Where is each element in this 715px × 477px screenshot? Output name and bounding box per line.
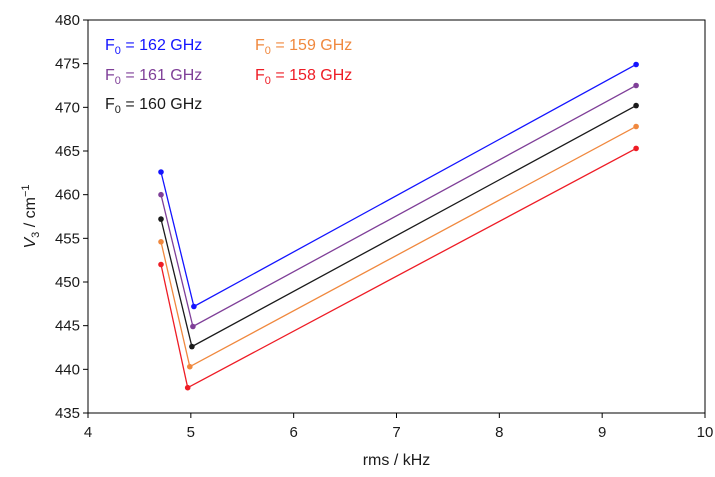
series-line xyxy=(160,147,637,389)
data-point xyxy=(633,145,639,152)
data-point xyxy=(190,323,196,330)
legend-entry-3: F0 = 159 GHz xyxy=(255,37,352,57)
legend-entry-1: F0 = 161 GHz xyxy=(105,67,202,87)
data-point xyxy=(633,123,639,130)
x-axis-label: rms / kHz xyxy=(363,452,431,469)
legend-entry-2: F0 = 160 GHz xyxy=(105,96,202,116)
x-tick-label: 6 xyxy=(289,424,297,441)
data-point xyxy=(158,239,164,245)
x-tick-label: 9 xyxy=(598,424,606,441)
y-tick-label: 445 xyxy=(55,318,80,335)
data-point xyxy=(633,102,639,109)
data-point xyxy=(633,61,639,68)
x-tick-label: 5 xyxy=(187,424,195,441)
y-tick-label: 475 xyxy=(55,56,80,73)
x-tick-label: 4 xyxy=(84,424,92,441)
data-point xyxy=(187,363,193,370)
data-point xyxy=(158,169,164,175)
y-tick-label: 470 xyxy=(55,99,80,116)
data-point xyxy=(158,191,164,198)
series-4 xyxy=(158,145,639,391)
data-point xyxy=(158,261,164,268)
y-axis-label: V3 / cm−1 xyxy=(20,184,42,248)
x-tick-label: 8 xyxy=(495,424,503,441)
legend-entry-4: F0 = 158 GHz xyxy=(255,67,352,87)
series-2 xyxy=(158,102,639,350)
series-line xyxy=(160,84,637,328)
y-tick-label: 480 xyxy=(55,12,80,29)
x-tick-label: 10 xyxy=(697,424,714,441)
legend: F0 = 162 GHz F0 = 161 GHz F0 = 160 GHz F0 =… xyxy=(105,37,352,116)
series-1 xyxy=(158,82,639,330)
data-point xyxy=(184,384,191,391)
data-point xyxy=(191,303,197,310)
y-tick-label: 440 xyxy=(55,361,80,378)
series-line xyxy=(160,125,637,368)
legend-entry-0: F0 = 162 GHz xyxy=(105,37,202,57)
series-line xyxy=(160,63,637,308)
y-tick-label: 465 xyxy=(55,143,80,160)
x-tick-label: 7 xyxy=(392,424,400,441)
y-tick-label: 435 xyxy=(55,405,80,422)
y-tick-label: 460 xyxy=(55,187,80,204)
series-3 xyxy=(158,123,639,370)
series-line xyxy=(160,105,637,348)
data-point xyxy=(189,343,195,350)
data-point xyxy=(158,216,164,222)
series-0 xyxy=(158,61,639,310)
axes: 4 5 6 7 8 9 10 435 440 445 450 455 460 465 470 475 480 rm… xyxy=(20,12,713,469)
y-tick-label: 455 xyxy=(55,230,80,247)
plot-area xyxy=(158,61,639,391)
y-tick-label: 450 xyxy=(55,274,80,291)
data-point xyxy=(633,82,639,89)
